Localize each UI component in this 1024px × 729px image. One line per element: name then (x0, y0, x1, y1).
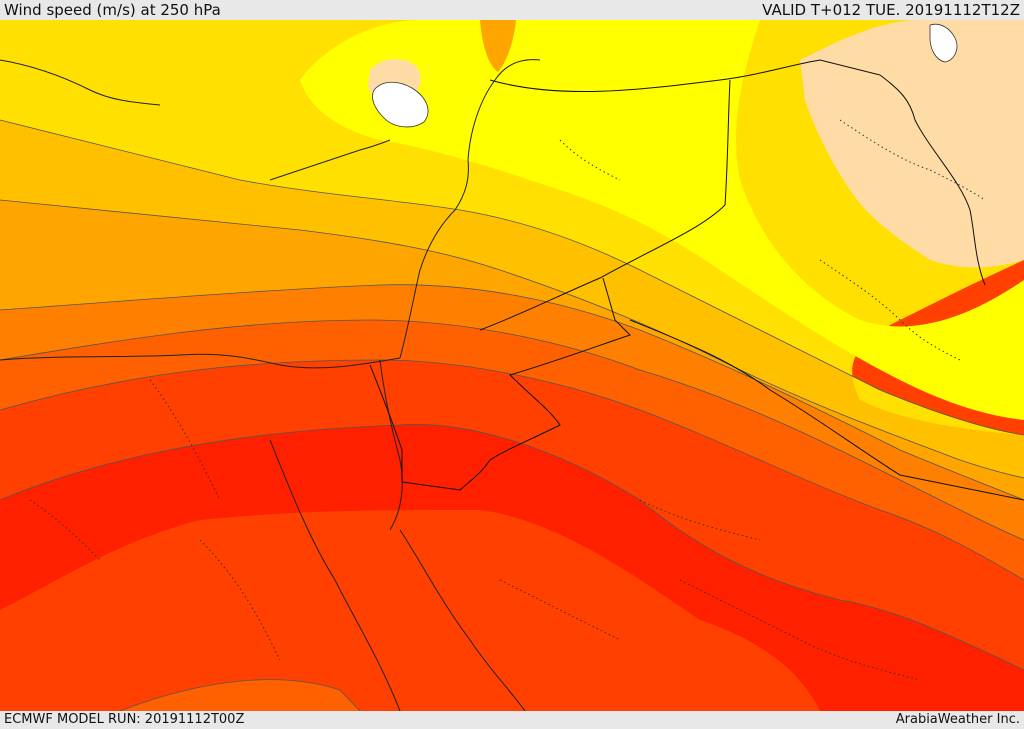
contour-lines (0, 119, 1024, 711)
band-red-orange-mid (0, 360, 1024, 670)
band-light-orange-spot (480, 20, 516, 72)
map-header: Wind speed (m/s) at 250 hPa VALID T+012 … (0, 0, 1024, 20)
coastlines (0, 59, 541, 711)
model-run: ECMWF MODEL RUN: 20191112T00Z (4, 712, 245, 727)
band-dark-orange-south (120, 679, 360, 711)
wind-speed-map (0, 20, 1024, 711)
map-footer: ECMWF MODEL RUN: 20191112T00Z ArabiaWeat… (0, 711, 1024, 729)
band-light-orange (0, 200, 1024, 500)
dotted-boundaries (29, 119, 986, 681)
map-title: Wind speed (m/s) at 250 hPa (4, 1, 221, 19)
water-body (372, 81, 429, 128)
boundary-lines (369, 59, 1024, 501)
credit: ArabiaWeather Inc. (895, 712, 1020, 727)
band-light-yellow (300, 20, 1024, 420)
valid-time: VALID T+012 TUE. 20191112T12Z (762, 1, 1020, 19)
band-yellow (0, 20, 1024, 435)
band-orange (0, 284, 1024, 540)
band-dark-orange (0, 320, 1024, 580)
band-red (0, 424, 1024, 711)
water-body-north (929, 23, 958, 63)
band-gold (0, 120, 1024, 478)
